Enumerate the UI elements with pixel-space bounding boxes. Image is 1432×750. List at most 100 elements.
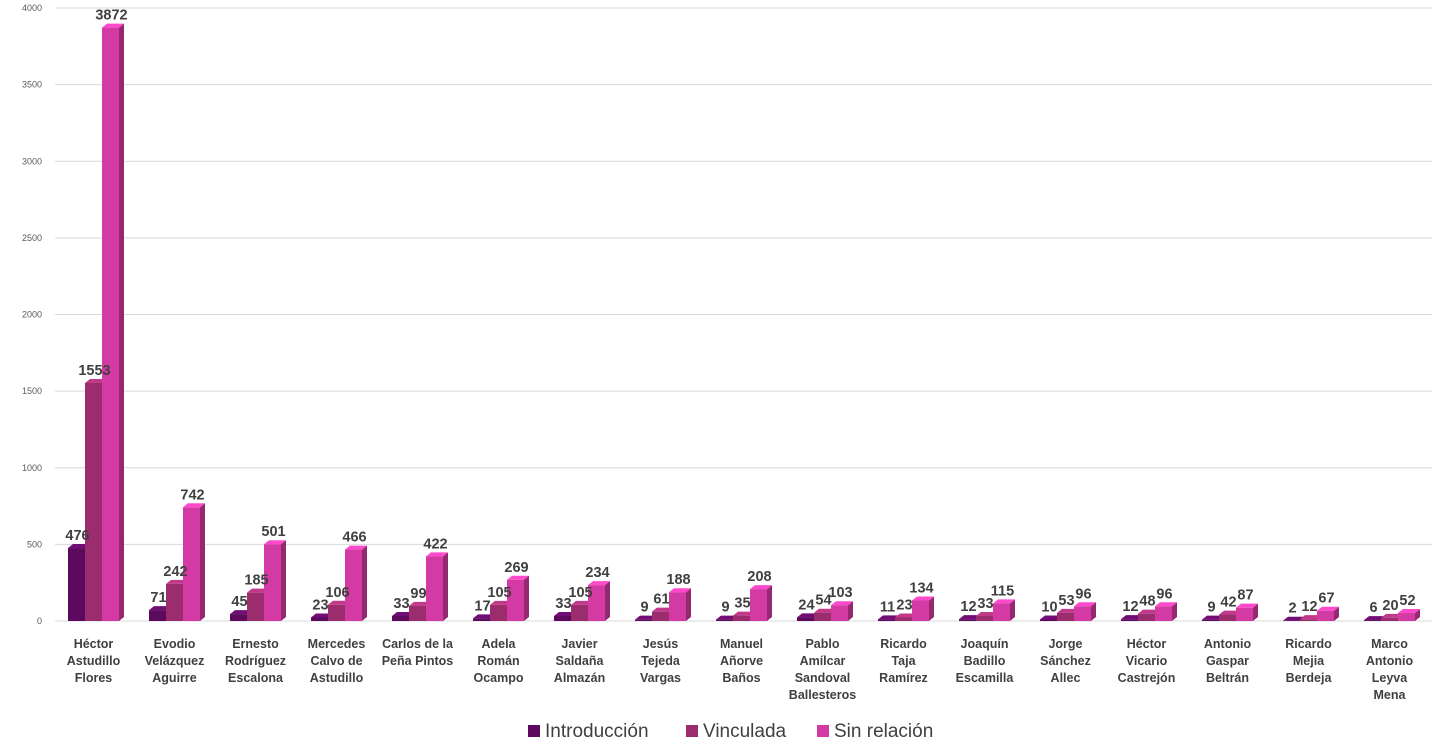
data-label: 12 xyxy=(960,599,976,615)
bar-3 xyxy=(345,545,367,621)
bar-front xyxy=(1236,607,1253,621)
data-labels: 4761553387271242742451855012310646633994… xyxy=(65,8,1415,617)
category-label-line: Amílcar xyxy=(800,654,846,668)
bar-front xyxy=(993,603,1010,621)
category-label-line: Pablo xyxy=(805,637,839,651)
bar-3 xyxy=(669,588,691,621)
bar-front xyxy=(345,549,362,621)
category-label-line: Castrejón xyxy=(1118,671,1176,685)
category-label: Manuel Añorve Baños xyxy=(720,637,763,685)
bar-top xyxy=(1219,610,1241,615)
category-label: Adela Román Ocampo xyxy=(473,637,523,685)
category-label-line: Joaquín xyxy=(961,637,1009,651)
y-tick-label: 0 xyxy=(37,616,42,626)
category-label-line: Román xyxy=(477,654,519,668)
category-label: Héctor Astudillo Flores xyxy=(67,637,121,685)
category-label-line: Taja xyxy=(891,654,916,668)
bar-top xyxy=(814,608,836,613)
category-label-line: Sánchez xyxy=(1040,654,1091,668)
bar-side xyxy=(1253,603,1258,621)
category-label-line: Manuel xyxy=(720,637,763,651)
bar-front xyxy=(409,605,426,621)
bar-top xyxy=(976,611,998,616)
bars xyxy=(68,23,1420,621)
bar-top xyxy=(85,379,107,384)
category-label-line: Antonio xyxy=(1366,654,1414,668)
y-axis: 0 500 1000 1500 2000 2500 3000 3500 4000 xyxy=(22,3,42,626)
data-label: 11 xyxy=(880,599,895,615)
bar-side xyxy=(1334,606,1339,621)
data-label: 52 xyxy=(1399,593,1415,609)
bar-front xyxy=(1138,613,1155,621)
bar-front xyxy=(1317,610,1334,621)
data-label: 103 xyxy=(828,585,852,601)
bar-top xyxy=(1300,615,1322,620)
category-label-line: Jorge xyxy=(1048,637,1082,651)
legend-swatch xyxy=(528,725,540,737)
data-label: 115 xyxy=(991,583,1014,599)
data-label: 33 xyxy=(555,596,571,612)
data-label: 17 xyxy=(474,598,490,614)
bar-front xyxy=(959,619,976,621)
legend: Introducción Vinculada Sin relación xyxy=(528,721,933,742)
bar-3 xyxy=(1317,606,1339,621)
bar-top xyxy=(1283,616,1305,621)
bar-side xyxy=(524,575,529,621)
data-label: 33 xyxy=(977,596,993,612)
bar-top xyxy=(1138,609,1160,614)
legend-swatch xyxy=(817,725,829,737)
category-label-line: Allec xyxy=(1051,671,1081,685)
bar-front xyxy=(912,600,929,621)
data-label: 96 xyxy=(1075,586,1091,602)
y-tick-label: 2500 xyxy=(22,233,42,243)
bar-top xyxy=(230,610,252,615)
bar-front xyxy=(750,589,767,621)
category-label: Ricardo Taja Ramírez xyxy=(879,637,928,685)
bar-top xyxy=(1121,615,1143,620)
data-label: 188 xyxy=(666,572,690,588)
data-label: 48 xyxy=(1139,594,1155,610)
bar-front xyxy=(1398,613,1415,621)
category-label: Ricardo Mejia Berdeja xyxy=(1285,637,1332,685)
bar-top xyxy=(1236,603,1258,608)
bar-side xyxy=(1415,609,1420,621)
data-label: 24 xyxy=(798,597,814,613)
bar-front xyxy=(976,615,993,621)
data-label: 61 xyxy=(653,592,669,608)
data-label: 3872 xyxy=(95,8,127,24)
bar-front xyxy=(264,544,281,621)
bar-top xyxy=(102,23,124,28)
category-label-line: Peña Pintos xyxy=(382,654,454,668)
bar-side xyxy=(443,552,448,621)
category-label-line: Marco xyxy=(1371,637,1408,651)
bar-top xyxy=(1317,606,1339,611)
bar-3 xyxy=(1398,609,1420,621)
category-label-line: Añorve xyxy=(720,654,763,668)
bar-top xyxy=(328,600,350,605)
data-label: 208 xyxy=(747,569,771,585)
category-label: Antonio Gaspar Beltrán xyxy=(1204,637,1252,685)
category-label-line: Astudillo xyxy=(310,671,364,685)
bar-top xyxy=(895,613,917,618)
bar-side xyxy=(605,581,610,621)
bar-front xyxy=(588,585,605,621)
data-label: 12 xyxy=(1301,599,1317,615)
bar-front xyxy=(571,604,588,621)
bar-front xyxy=(554,615,571,621)
category-label-line: Carlos de la xyxy=(382,637,454,651)
bar-front xyxy=(149,610,166,621)
bar-top xyxy=(959,615,981,620)
category-label-line: Ernesto xyxy=(232,637,279,651)
bar-front xyxy=(426,556,443,621)
data-label: 42 xyxy=(1220,595,1236,611)
bar-front xyxy=(473,618,490,621)
data-label: 23 xyxy=(896,597,912,613)
bar-top xyxy=(635,615,657,620)
legend-label: Sin relación xyxy=(834,721,933,742)
bar-side xyxy=(686,588,691,621)
bar-front xyxy=(85,383,102,621)
bar-front xyxy=(1219,614,1236,621)
category-label-line: Sandoval xyxy=(795,671,851,685)
bar-front xyxy=(490,604,507,621)
